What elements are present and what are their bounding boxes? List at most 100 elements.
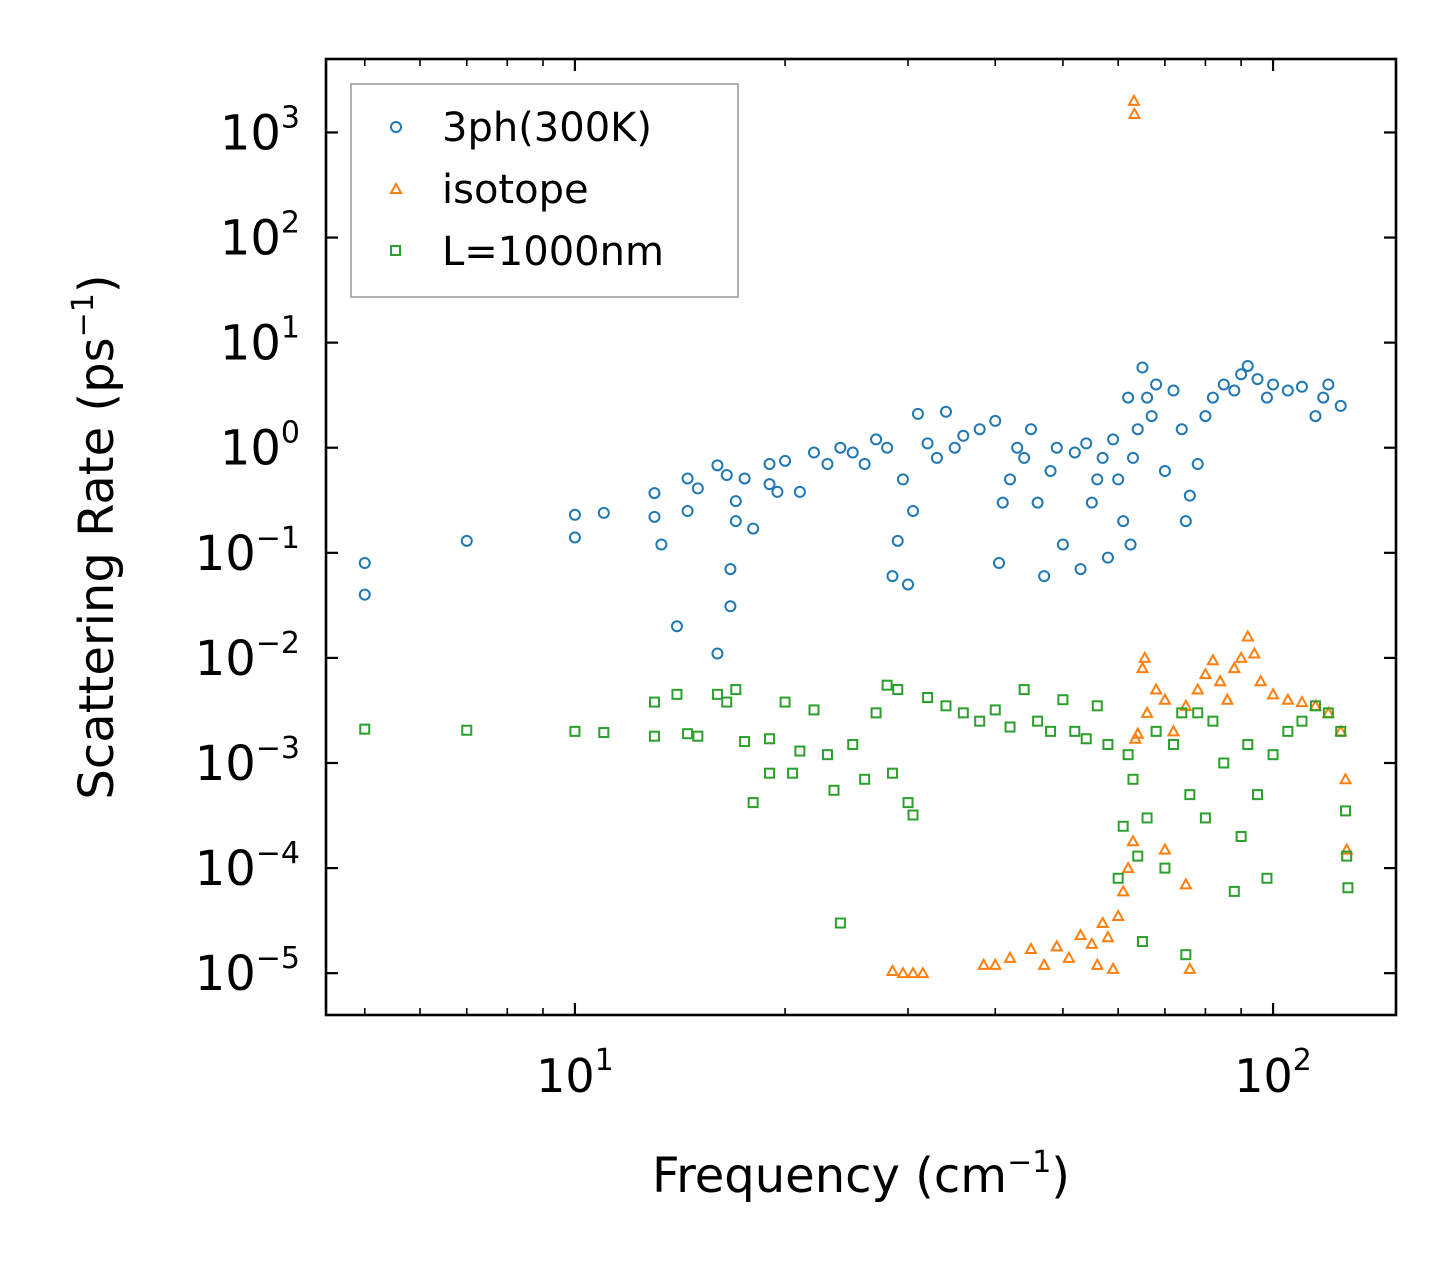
data-point <box>1127 773 1139 785</box>
data-point <box>1158 692 1172 705</box>
data-point <box>747 797 759 809</box>
data-point <box>681 472 694 485</box>
data-point <box>1253 674 1268 687</box>
data-point <box>739 736 751 748</box>
data-point <box>1322 378 1335 391</box>
data-point <box>1235 368 1248 381</box>
data-point <box>1069 725 1081 737</box>
data-point <box>1159 862 1171 874</box>
data-point <box>1281 692 1295 705</box>
data-point <box>359 723 371 735</box>
data-point <box>1111 908 1125 922</box>
data-point <box>724 563 737 576</box>
data-point <box>881 679 893 691</box>
data-point <box>989 414 1002 427</box>
data-point <box>1191 458 1204 471</box>
data-point <box>1004 473 1017 486</box>
data-point <box>993 557 1006 570</box>
data-point <box>1091 700 1103 712</box>
data-point <box>1252 789 1264 801</box>
data-point <box>1121 861 1135 874</box>
y-tick-label: 10−3 <box>195 731 300 792</box>
data-point <box>1241 629 1255 642</box>
data-point <box>1267 378 1280 391</box>
data-point <box>721 696 733 708</box>
data-point <box>729 495 742 508</box>
series-circle-markers <box>358 359 1347 660</box>
data-point <box>1150 725 1162 737</box>
data-point <box>1045 725 1057 737</box>
data-point <box>828 784 840 796</box>
data-point <box>1341 850 1353 862</box>
data-point <box>834 917 846 929</box>
data-point <box>1080 733 1092 745</box>
data-point <box>1032 715 1044 727</box>
data-point <box>1068 446 1081 459</box>
data-point <box>1080 437 1093 450</box>
x-tick-labels: 101 102 <box>536 1043 1312 1103</box>
data-point <box>892 684 904 696</box>
data-point <box>1091 473 1104 486</box>
data-point <box>1085 496 1098 509</box>
data-point <box>1024 423 1037 436</box>
data-point <box>948 441 961 454</box>
data-point <box>598 727 610 739</box>
data-point <box>1342 882 1354 894</box>
data-point <box>891 534 904 547</box>
data-point <box>1167 384 1180 397</box>
data-point <box>597 506 610 519</box>
series-triangle-markers <box>885 93 1354 979</box>
data-point <box>569 725 581 737</box>
y-tick-label: 102 <box>220 206 300 267</box>
y-axis-label-superscript: −1 <box>66 293 101 337</box>
data-point <box>1011 441 1024 454</box>
data-point <box>671 688 683 700</box>
data-point <box>957 429 970 442</box>
data-point <box>1090 957 1104 970</box>
data-point <box>1235 830 1247 842</box>
y-tick-label: 10−4 <box>195 836 300 897</box>
data-point <box>1295 695 1309 708</box>
legend-label-boundary: L=1000nm <box>442 229 664 275</box>
data-point <box>1217 378 1230 391</box>
data-point <box>1141 812 1153 824</box>
data-point <box>648 487 661 500</box>
data-point <box>730 684 742 696</box>
data-point <box>1124 538 1137 551</box>
legend-frame <box>350 83 739 298</box>
data-point <box>1141 391 1154 404</box>
data-point <box>1073 928 1088 941</box>
data-point <box>1175 423 1188 436</box>
data-point <box>1234 650 1248 663</box>
data-point <box>1192 707 1204 719</box>
data-point <box>1167 738 1179 750</box>
data-point <box>648 510 661 523</box>
legend-marker-boundary-square <box>390 245 401 256</box>
data-point <box>1136 361 1149 374</box>
data-point <box>793 485 806 498</box>
data-point <box>681 504 694 517</box>
data-point <box>1138 650 1152 663</box>
series-square-markers <box>359 679 1354 961</box>
data-point <box>976 957 991 970</box>
data-point <box>907 809 919 821</box>
data-point <box>808 704 820 716</box>
data-point <box>896 473 909 486</box>
data-point <box>763 478 776 491</box>
data-point <box>940 700 952 712</box>
legend: 3ph(300K) isotope L=1000nm <box>350 83 739 298</box>
data-point <box>729 515 742 528</box>
data-point <box>1003 950 1017 963</box>
legend-marker-3ph-circle <box>390 121 402 133</box>
data-point <box>1247 646 1261 659</box>
data-point <box>1242 738 1254 750</box>
data-point <box>691 482 704 495</box>
data-point <box>1199 812 1211 824</box>
data-point <box>1122 749 1134 761</box>
data-point <box>692 730 704 742</box>
data-point <box>847 738 859 750</box>
data-point <box>858 458 871 471</box>
data-point <box>1126 834 1140 847</box>
data-point <box>1112 872 1124 884</box>
